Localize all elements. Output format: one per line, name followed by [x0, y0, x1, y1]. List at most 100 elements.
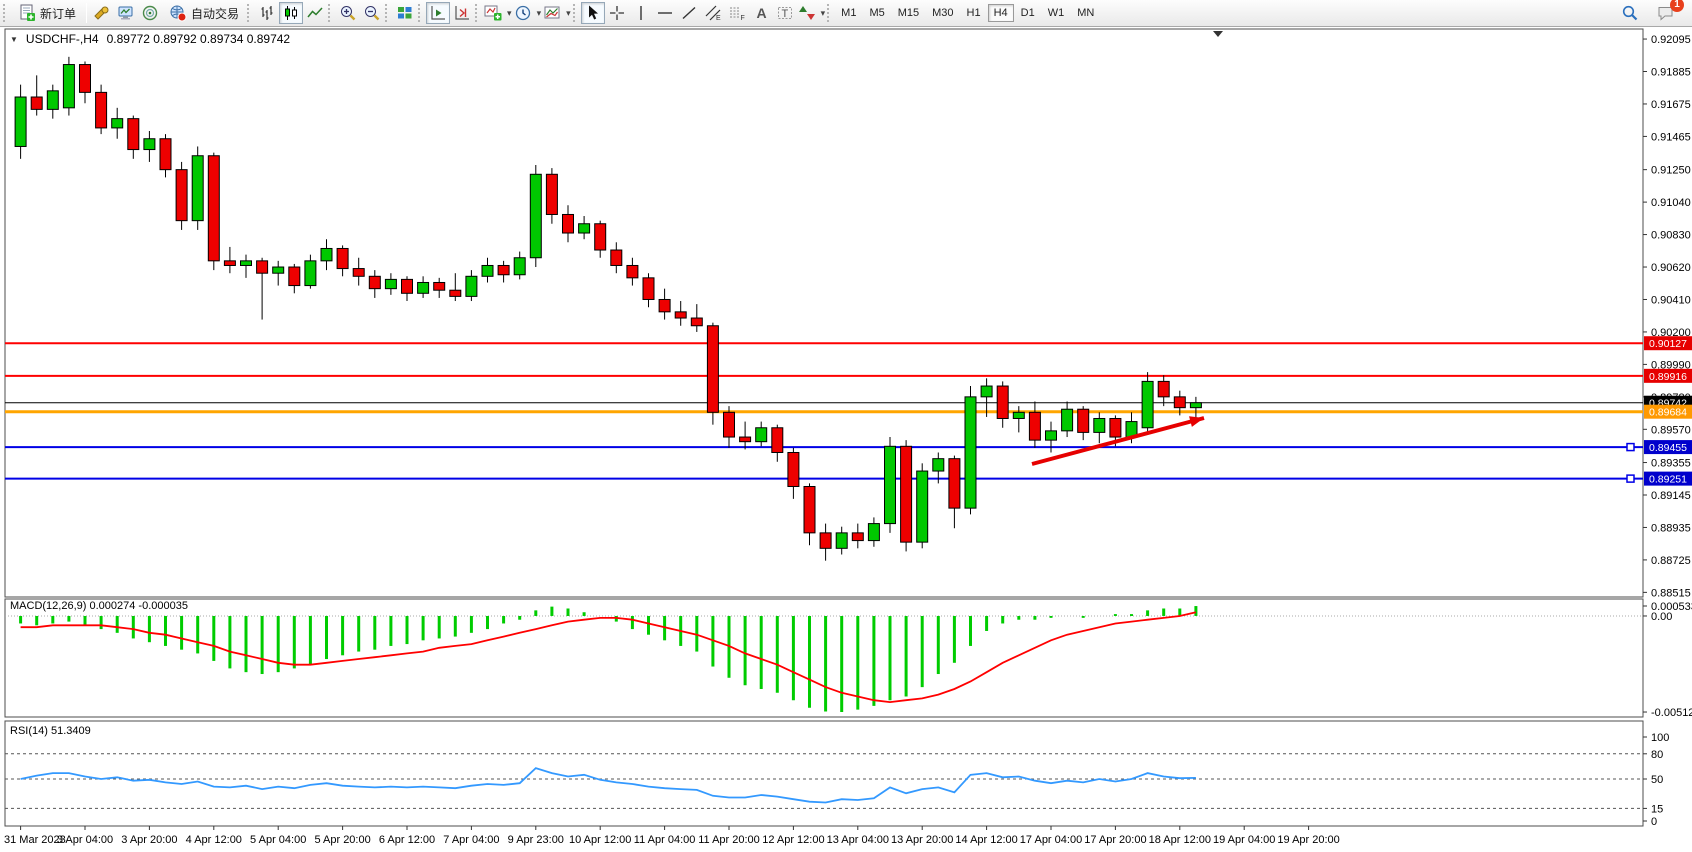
- vertical-line-tool-button[interactable]: [629, 2, 653, 24]
- price-axis[interactable]: 0.92095 0.91885 0.91675 0.91465 0.91250 0.910…: [1643, 34, 1691, 599]
- toolbar-grip[interactable]: [3, 4, 8, 22]
- rsi-panel[interactable]: [4, 720, 1644, 827]
- rsi-axis-label: 50: [1651, 774, 1663, 786]
- text-label-tool-button[interactable]: T: [773, 2, 797, 24]
- rsi-value: 51.3409: [50, 725, 91, 737]
- candle-body: [835, 532, 848, 549]
- chart-ohlc-values: 0.89772 0.89792 0.89734 0.89742: [106, 32, 291, 46]
- autotrading-button[interactable]: 自动交易: [162, 2, 246, 24]
- candle-body: [159, 138, 172, 171]
- trend-arrow-line[interactable]: [1031, 416, 1205, 466]
- text-tool-button[interactable]: A: [749, 2, 773, 24]
- price-tag: [1644, 440, 1692, 455]
- market-monitor-button[interactable]: [114, 2, 138, 24]
- candlestick-chart-button[interactable]: [279, 2, 304, 24]
- chart-shift-button[interactable]: [450, 2, 474, 24]
- candle-body: [513, 257, 526, 276]
- fibonacci-tool-button[interactable]: F: [725, 2, 749, 24]
- price-tick-label: 0.90410: [1651, 294, 1691, 306]
- notifications-button[interactable]: 1: [1654, 0, 1684, 24]
- candle-body: [223, 260, 236, 266]
- chart-shift-marker[interactable]: [1213, 31, 1223, 37]
- toolbar-grip[interactable]: [418, 4, 423, 22]
- candle-body: [62, 64, 75, 109]
- bar-chart-button[interactable]: [255, 2, 279, 24]
- price-tag: [1644, 368, 1692, 383]
- auto-scroll-button[interactable]: [426, 2, 451, 24]
- periods-button[interactable]: ▾: [513, 2, 543, 24]
- cursor-tool-button[interactable]: [580, 2, 605, 24]
- toolbar-grip[interactable]: [385, 4, 390, 22]
- tab-timeframe-m5[interactable]: M5: [863, 4, 890, 22]
- indicators-icon: [484, 5, 502, 21]
- quotes-button[interactable]: [90, 2, 114, 24]
- macd-indicator-label: MACD(12,26,9) 0.000274 -0.000035: [10, 600, 188, 612]
- channel-tool-button[interactable]: E: [701, 2, 725, 24]
- tab-timeframe-m30[interactable]: M30: [926, 4, 959, 22]
- new-order-button[interactable]: 新订单: [11, 2, 83, 24]
- tab-timeframe-m15[interactable]: M15: [892, 4, 925, 22]
- svg-text:T: T: [781, 8, 788, 20]
- line-chart-button[interactable]: [303, 2, 327, 24]
- time-tick-label: 18 Apr 12:00: [1149, 834, 1211, 846]
- candle-body: [932, 458, 945, 472]
- zoom-in-button[interactable]: [336, 2, 360, 24]
- rsi-indicator-label: RSI(14) 51.3409: [10, 725, 91, 737]
- toolbar-grip[interactable]: [572, 4, 578, 22]
- candle-body: [1045, 430, 1057, 441]
- indicators-button[interactable]: ▾: [483, 2, 513, 24]
- chart-window[interactable]: 0.92095 0.91885 0.91675 0.91465 0.91250 0.910…: [0, 27, 1692, 852]
- toolbar-grip[interactable]: [328, 4, 333, 22]
- tab-timeframe-mn[interactable]: MN: [1071, 4, 1100, 22]
- price-tick-label: 0.91040: [1651, 197, 1691, 209]
- ohlc-dropdown-icon[interactable]: ▼: [10, 34, 18, 44]
- toolbar-grip[interactable]: [827, 4, 832, 22]
- vertical-line-icon: [639, 6, 642, 20]
- arrows-tool-button[interactable]: ▾: [797, 2, 827, 24]
- tab-timeframe-h1[interactable]: H1: [961, 4, 987, 22]
- crosshair-tool-button[interactable]: [605, 2, 629, 24]
- trendline-tool-button[interactable]: [677, 2, 701, 24]
- toolbar-grip[interactable]: [475, 4, 480, 22]
- new-order-label: 新订单: [40, 6, 77, 21]
- candle-body: [143, 138, 156, 151]
- chevron-down-icon: ▾: [566, 7, 571, 18]
- tab-timeframe-d1[interactable]: D1: [1015, 4, 1041, 22]
- candle-body: [787, 451, 800, 487]
- rsi-line: [20, 767, 1196, 804]
- templates-button[interactable]: ▾: [542, 2, 572, 24]
- candle-body: [481, 264, 494, 277]
- signal-button[interactable]: [138, 2, 162, 24]
- hline-handle[interactable]: [1626, 442, 1635, 452]
- toolbar-grip[interactable]: [247, 4, 252, 22]
- macd-panel[interactable]: [4, 598, 1644, 718]
- time-tick-label: 5 Apr 20:00: [314, 834, 370, 846]
- tab-timeframe-h4[interactable]: H4: [987, 4, 1014, 22]
- time-tick-label: 13 Apr 20:00: [891, 834, 953, 846]
- crosshair-icon: [609, 6, 624, 20]
- main-panel[interactable]: [4, 28, 1644, 598]
- candle-body: [288, 266, 301, 287]
- candle-body: [545, 173, 558, 215]
- price-tags: 0.901270.899160.897420.896840.894550.892…: [1644, 336, 1692, 486]
- auto-scroll-icon: [431, 6, 446, 20]
- candle-body: [1157, 380, 1170, 398]
- hline-handle[interactable]: [1626, 474, 1635, 483]
- horizontal-line-tool-button[interactable]: [653, 2, 677, 24]
- main-toolbar: 新订单 自动交易: [0, 0, 1692, 27]
- candle-body: [1093, 417, 1106, 433]
- trend-arrow[interactable]: [1031, 416, 1205, 466]
- zoom-out-button[interactable]: [360, 2, 384, 24]
- chart-symbol-label: USDCHF-,H4: [25, 32, 99, 46]
- search-button[interactable]: [1618, 2, 1642, 24]
- candle-body: [240, 260, 252, 266]
- new-order-icon: [20, 4, 35, 21]
- zoom-in-icon: [341, 6, 356, 21]
- price-chart-canvas[interactable]: 0.92095 0.91885 0.91675 0.91465 0.91250 0.910…: [0, 27, 1692, 852]
- tab-timeframe-w1[interactable]: W1: [1042, 4, 1071, 22]
- candle-body: [1173, 396, 1186, 409]
- tile-windows-button[interactable]: [393, 2, 417, 24]
- candle-body: [449, 289, 462, 297]
- tab-timeframe-m1[interactable]: M1: [835, 4, 862, 22]
